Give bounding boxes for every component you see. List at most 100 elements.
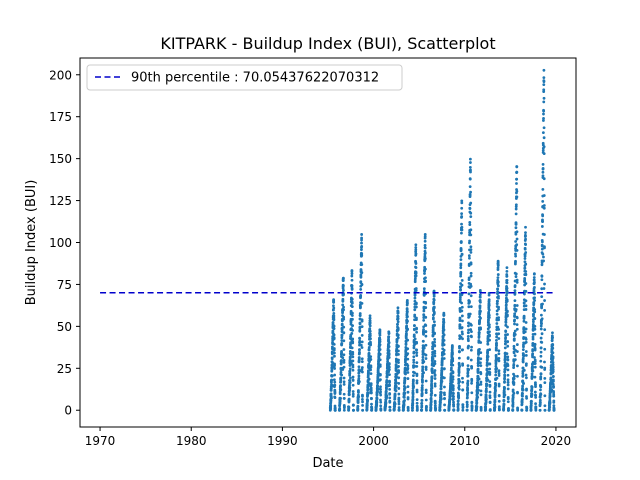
scatter-point [450,345,454,349]
scatter-point [540,244,544,248]
scatter-point [460,330,464,334]
scatter-point [431,353,434,356]
scatter-point [524,327,528,331]
scatter-point [430,367,434,371]
scatter-point [459,262,463,266]
scatter-point [515,195,519,199]
scatter-point [329,399,333,403]
scatter-point [504,335,508,339]
scatter-point [369,382,373,386]
scatter-point [532,278,536,282]
scatter-point [533,327,537,331]
scatter-point [423,235,427,238]
scatter-point [530,392,534,396]
scatter-point [341,368,345,371]
scatter-point [342,392,346,396]
scatter-point [541,302,544,306]
scatter-point [477,388,480,392]
scatter-point [421,365,425,369]
scatter-point [497,369,501,373]
scatter-point [332,342,336,346]
scatter-point [504,330,508,333]
scatter-point [459,270,463,274]
scatter-point [333,391,337,394]
scatter-point [415,407,419,411]
scatter-point [458,364,462,368]
scatter-point [521,366,525,370]
scatter-point [460,314,464,318]
scatter-point [448,402,451,406]
scatter-point [551,343,555,347]
scatter-point [405,308,409,312]
scatter-point [504,306,508,310]
scatter-point [469,228,473,232]
scatter-point [360,366,364,369]
scatter-point [542,152,546,156]
scatter-point [394,381,398,385]
scatter-point [351,375,355,379]
scatter-point [493,395,497,399]
scatter-point [468,185,472,189]
scatter-point [524,321,528,324]
scatter-point [442,376,446,380]
scatter-point [534,385,537,389]
scatter-point [530,400,533,404]
scatter-point [540,274,544,278]
scatter-point [529,407,533,411]
scatter-point [350,287,354,291]
scatter-point [430,391,434,395]
scatter-point [442,318,446,322]
scatter-point [430,389,433,393]
scatter-point [458,296,462,300]
scatter-point [421,339,425,343]
scatter-point [396,344,400,348]
scatter-point [541,174,545,178]
scatter-point [350,314,354,317]
scatter-point [329,403,333,407]
scatter-point [442,348,446,352]
scatter-point [497,359,501,363]
scatter-point [366,399,370,402]
scatter-point [515,170,519,174]
scatter-point [424,368,428,371]
scatter-point [479,380,483,384]
scatter-point [415,351,419,355]
scatter-point [433,349,437,353]
scatter-point [357,374,361,378]
scatter-point [465,403,469,407]
scatter-point [348,386,352,390]
scatter-point [403,379,407,383]
scatter-point [466,335,470,338]
scatter-point [421,367,425,371]
scatter-point [358,348,361,351]
scatter-point [429,400,433,404]
scatter-point [466,331,470,335]
scatter-point [495,338,498,342]
scatter-point [357,365,361,369]
scatter-point [487,318,490,322]
scatter-point [503,360,507,364]
scatter-point [497,316,501,320]
scatter-point [542,80,546,84]
scatter-point [541,220,544,224]
scatter-point [415,390,419,394]
scatter-point [403,388,406,392]
scatter-point [470,381,473,385]
scatter-point [330,378,333,382]
scatter-point [425,404,428,408]
scatter-point [451,357,455,361]
scatter-point [476,367,480,371]
scatter-point [415,379,419,383]
scatter-point [369,368,372,372]
scatter-point [357,389,360,392]
scatter-point [488,338,491,342]
scatter-point [476,385,480,389]
scatter-point [342,288,345,292]
scatter-point [495,367,499,370]
scatter-point [367,348,371,352]
scatter-point [479,351,483,355]
scatter-point [420,384,424,387]
scatter-point [542,136,546,140]
scatter-point [466,387,469,391]
scatter-point [452,402,455,406]
